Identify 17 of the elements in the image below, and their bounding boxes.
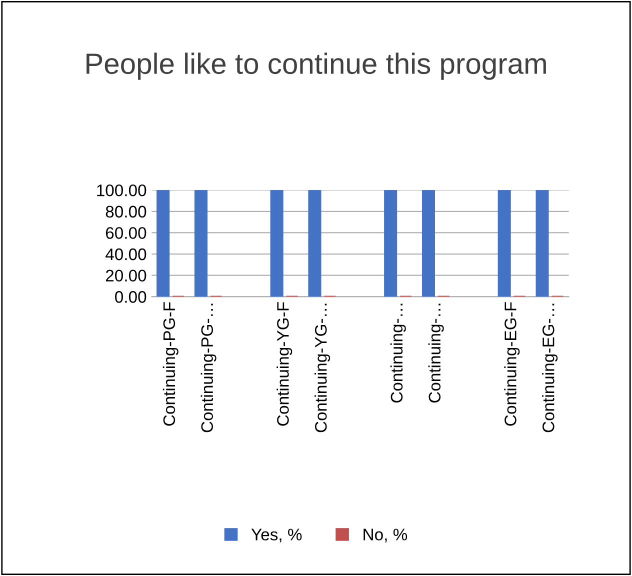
x-tick-label: Continuing-EG-F: [504, 302, 520, 426]
y-tick-label: 20.00: [106, 270, 146, 282]
x-tick-label: Continuing-EG-…: [542, 304, 558, 432]
y-tick-label: 80.00: [106, 206, 146, 218]
x-tick-label: Continuing-…: [428, 304, 444, 403]
chart-title: People like to continue this program: [86, 52, 546, 80]
x-tick-label: Continuing-…: [390, 304, 406, 403]
legend-label: No, %: [364, 528, 408, 542]
y-tick-label: 100.00: [97, 184, 146, 196]
legend-label: Yes, %: [251, 528, 302, 542]
y-tick-label: 60.00: [106, 227, 146, 239]
x-tick-label: Continuing-PG-F: [162, 302, 178, 426]
y-tick-label: 0.00: [115, 291, 146, 303]
x-tick-label: Continuing-YG-F: [276, 302, 292, 426]
y-tick-label: 40.00: [106, 248, 146, 260]
x-tick-label: Continuing-PG-…: [200, 304, 216, 432]
x-tick-label: Continuing-YG-…: [314, 304, 330, 432]
